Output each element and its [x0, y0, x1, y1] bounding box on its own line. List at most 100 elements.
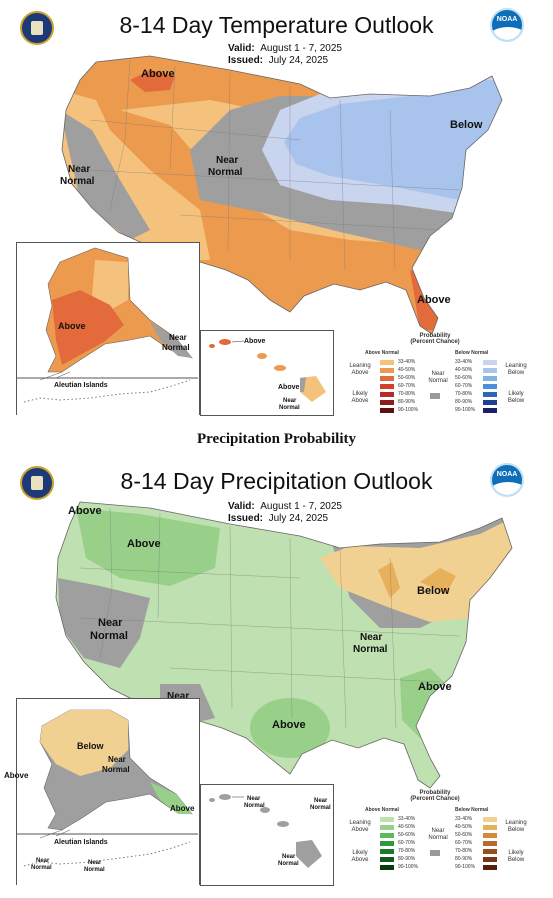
noaa-logo-icon: NOAA [490, 463, 524, 497]
legend-below-head: Below Normal [455, 350, 489, 356]
middle-caption: Precipitation Probability [196, 431, 357, 447]
legend-below-range: 33-40% [455, 359, 473, 365]
precip-hi-nn2: Near Normal [310, 798, 331, 811]
issued-label: Issued: [228, 513, 264, 524]
legend-above-swatch [380, 817, 394, 822]
legend-below-range: 70-80% [455, 848, 473, 854]
legend-below-range: 80-90% [455, 856, 473, 862]
legend-below-range: 60-70% [455, 840, 473, 846]
precip-label-above-nw-coast: Above [68, 505, 102, 517]
legend-above-swatch [380, 400, 394, 405]
legend-title: Probability (Percent Chance) [410, 790, 460, 802]
legend-above-head: Above Normal [365, 807, 399, 813]
legend-above-range: 60-70% [398, 383, 416, 389]
legend-below-swatch [483, 384, 497, 389]
precip-hi-nn3: Near Normal [278, 854, 299, 867]
legend-below-head: Below Normal [455, 807, 489, 813]
legend-above-range: 40-50% [398, 824, 416, 830]
legend-above-swatch [380, 833, 394, 838]
legend-above-swatch [380, 392, 394, 397]
legend-below-swatch [483, 841, 497, 846]
legend-below-swatch [483, 833, 497, 838]
temp-label-above-fl: Above [417, 294, 451, 306]
temperature-valid: Valid: August 1 - 7, 2025 [228, 43, 342, 54]
legend-near-normal: Near Normal [428, 371, 448, 384]
legend-above-swatch [380, 857, 394, 862]
precipitation-alaska-map: Below Near Normal Above Above Aleutian Is… [4, 709, 198, 873]
legend-above-range: 70-80% [398, 391, 416, 397]
precipitation-hawaii-map: Near Normal Near Normal Near Normal [209, 794, 331, 868]
legend-below-swatch [483, 408, 497, 413]
legend-below-swatch [483, 360, 497, 365]
legend-above-range: 33-40% [398, 359, 416, 365]
precip-label-above-north: Above [127, 538, 161, 550]
issued-value: July 24, 2025 [268, 55, 329, 66]
precip-aleutian-label: Aleutian Islands [54, 839, 108, 846]
legend-above-range: 50-60% [398, 375, 416, 381]
legend-below-range: 80-90% [455, 399, 473, 405]
legend-above-range: 70-80% [398, 848, 416, 854]
precip-aleutian-nn2: Near Normal [84, 860, 105, 873]
legend-above-range: 60-70% [398, 840, 416, 846]
legend-title: Probability (Percent Chance) [410, 333, 460, 345]
precip-label-near-normal-west: Near Normal [90, 617, 128, 642]
legend-above-swatch [380, 368, 394, 373]
legend-below-range: 90-100% [455, 864, 476, 870]
temperature-hawaii-map: Above Above Near Normal [209, 338, 326, 411]
temp-aleutian-label: Aleutian Islands [54, 382, 108, 389]
legend-below-range: 50-60% [455, 832, 473, 838]
precip-hi-nn1: Near Normal [244, 796, 265, 809]
temp-ak-label-above: Above [58, 321, 86, 331]
precip-label-near-normal-mid: Near Normal [353, 632, 388, 655]
temp-hi-label-near-normal: Near Normal [279, 398, 300, 411]
precip-ak-label-above-west: Above [4, 771, 29, 780]
legend-leaning-below: Leaning Below [505, 820, 527, 833]
precipitation-hawaii-inset [200, 784, 334, 886]
legend-near-normal: Near Normal [428, 828, 448, 841]
legend-leaning-below: Leaning Below [505, 363, 527, 376]
legend-likely-below: Likely Below [507, 850, 525, 863]
temp-label-above-nw: Above [141, 68, 175, 80]
legend-below-range: 60-70% [455, 383, 473, 389]
temp-label-near-normal-center: Near Normal [208, 155, 243, 178]
legend-below-range: 50-60% [455, 375, 473, 381]
legend-above-swatch [380, 841, 394, 846]
precipitation-valid: Valid: August 1 - 7, 2025 [228, 501, 342, 512]
legend-above-range: 80-90% [398, 856, 416, 862]
temp-ak-label-near-normal: Near Normal [162, 333, 190, 352]
legend-below-swatch [483, 865, 497, 870]
temperature-title: 8-14 Day Temperature Outlook [119, 12, 434, 38]
temperature-outlook-panel: NOAA 8-14 Day Temperature Outlook Valid:… [0, 0, 553, 430]
valid-label: Valid: [228, 43, 255, 54]
legend-likely-below: Likely Below [507, 391, 525, 404]
legend-leaning-above: Leaning Above [349, 820, 371, 833]
precipitation-outlook-panel: NOAA 8-14 Day Precipitation Outlook Vali… [0, 458, 553, 898]
precip-ak-label-above-se: Above [170, 804, 195, 813]
legend-below-swatch [483, 857, 497, 862]
legend-below-swatch [483, 817, 497, 822]
legend-above-range: 33-40% [398, 816, 416, 822]
legend-below-range: 40-50% [455, 824, 473, 830]
legend-below-range: 40-50% [455, 367, 473, 373]
commerce-seal-icon [20, 11, 54, 45]
valid-label: Valid: [228, 501, 255, 512]
legend-above-head: Above Normal [365, 350, 399, 356]
noaa-logo-icon: NOAA [490, 8, 524, 42]
legend-near-swatch [430, 850, 440, 856]
temperature-issued: Issued: July 24, 2025 [228, 55, 328, 66]
legend-leaning-above: Leaning Above [349, 363, 371, 376]
legend-below-range: 70-80% [455, 391, 473, 397]
valid-value: August 1 - 7, 2025 [260, 43, 342, 54]
legend-above-range: 80-90% [398, 399, 416, 405]
legend-above-swatch [380, 360, 394, 365]
legend-near-swatch [430, 393, 440, 399]
legend-above-range: 90-100% [398, 407, 419, 413]
legend-below-swatch [483, 368, 497, 373]
legend-below-range: 33-40% [455, 816, 473, 822]
precip-ak-label-near-normal: Near Normal [102, 755, 130, 774]
legend-below-swatch [483, 849, 497, 854]
legend-above-range: 90-100% [398, 864, 419, 870]
legend-below-range: 90-100% [455, 407, 476, 413]
temperature-legend: Probability (Percent Chance) Above Norma… [340, 330, 535, 425]
temp-hi-label-above-2: Above [278, 384, 300, 391]
